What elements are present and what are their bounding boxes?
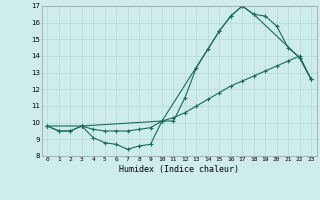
X-axis label: Humidex (Indice chaleur): Humidex (Indice chaleur) [119, 165, 239, 174]
